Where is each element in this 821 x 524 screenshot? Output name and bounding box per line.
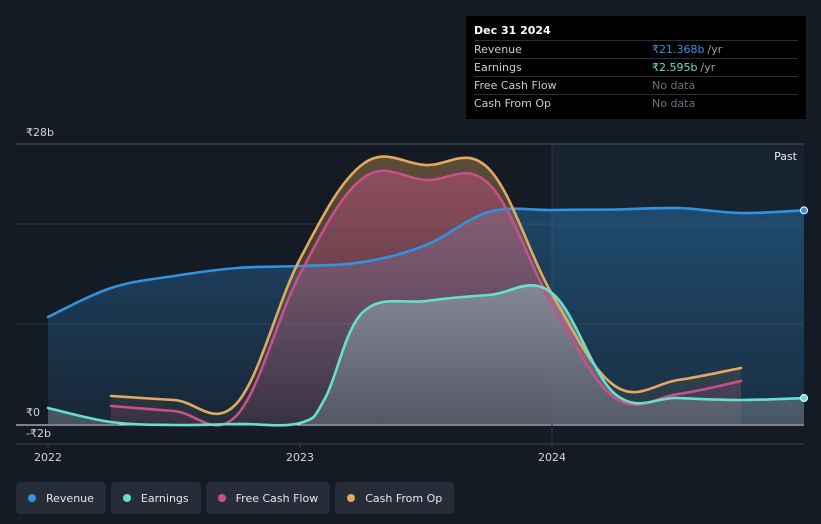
free-cash-flow-line [109, 169, 743, 427]
tooltip-value: No data [652, 79, 696, 92]
revenue-dot-icon [28, 494, 36, 502]
tooltip-unit: /yr [700, 61, 716, 74]
tooltip-row-revenue: Revenue ₹21.368b /yr [474, 40, 798, 58]
tooltip-value: No data [652, 97, 696, 110]
earnings-end-point [800, 394, 808, 403]
tooltip-label: Free Cash Flow [474, 79, 557, 92]
legend-item-free-cash-flow[interactable]: Free Cash Flow [205, 482, 331, 514]
y-tick-label: ₹0 [26, 406, 40, 419]
tooltip-date: Dec 31 2024 [474, 24, 551, 37]
tooltip-label: Earnings [474, 61, 522, 74]
revenue-end-point [800, 206, 808, 215]
tooltip-row-cash-from-op: Cash From Op No data [474, 94, 798, 112]
free-cash-flow-dot-icon [217, 494, 226, 502]
legend-label: Earnings [140, 491, 189, 505]
y-tick-label: -₹2b [26, 427, 51, 440]
earnings-area [48, 285, 804, 426]
y-tick-label: ₹28b [26, 126, 54, 139]
tooltip-label: Cash From Op [474, 97, 552, 110]
tooltip-row-earnings: Earnings ₹2.595b /yr [474, 58, 798, 76]
past-label: Past [774, 150, 798, 163]
cash-from-op-line [109, 155, 743, 416]
tooltip-label: Revenue [474, 43, 522, 56]
legend-item-revenue[interactable]: Revenue [16, 482, 106, 514]
legend-label: Free Cash Flow [235, 491, 319, 505]
x-tick-label: 2023 [286, 451, 314, 464]
tooltip-unit: /yr [707, 43, 723, 56]
x-tick-label: 2024 [538, 451, 566, 464]
tooltip: Dec 31 2024 Revenue ₹21.368b /yr Earning… [466, 16, 806, 119]
cash-from-op-dot-icon [347, 494, 356, 502]
tooltip-value: ₹2.595b [652, 61, 698, 74]
legend-item-earnings[interactable]: Earnings [110, 482, 201, 514]
tooltip-row-free-cash-flow: Free Cash Flow No data [474, 76, 798, 94]
legend: Revenue Earnings Free Cash Flow Cash Fro… [16, 482, 455, 514]
earnings-line [46, 283, 806, 427]
tooltip-value: ₹21.368b [652, 43, 705, 56]
revenue-line [46, 206, 806, 319]
earnings-dot-icon [122, 494, 131, 502]
legend-item-cash-from-op[interactable]: Cash From Op [335, 482, 455, 514]
legend-label: Revenue [46, 491, 94, 505]
x-tick-label: 2022 [34, 451, 62, 464]
legend-label: Cash From Op [365, 491, 443, 505]
